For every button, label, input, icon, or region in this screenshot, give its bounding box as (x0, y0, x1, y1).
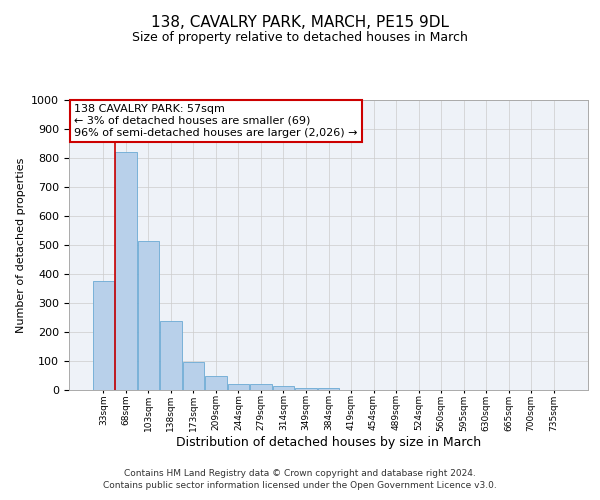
Bar (92, 281, 114, 390)
Bar (115, 152, 137, 390)
Bar (295, 388, 317, 390)
Text: Contains HM Land Registry data © Crown copyright and database right 2024.: Contains HM Land Registry data © Crown c… (124, 470, 476, 478)
Bar (205, 376, 227, 390)
Text: Size of property relative to detached houses in March: Size of property relative to detached ho… (132, 31, 468, 44)
X-axis label: Distribution of detached houses by size in March: Distribution of detached houses by size … (176, 436, 481, 449)
Bar (273, 386, 294, 390)
Bar (250, 384, 272, 390)
Y-axis label: Number of detached properties: Number of detached properties (16, 158, 26, 332)
Text: Contains public sector information licensed under the Open Government Licence v3: Contains public sector information licen… (103, 482, 497, 490)
Bar (160, 322, 182, 390)
Text: 138 CAVALRY PARK: 57sqm
← 3% of detached houses are smaller (69)
96% of semi-det: 138 CAVALRY PARK: 57sqm ← 3% of detached… (74, 104, 358, 138)
Bar (137, 241, 159, 390)
Bar (318, 388, 339, 390)
Bar (182, 362, 204, 390)
Bar (228, 384, 249, 390)
Text: 138, CAVALRY PARK, MARCH, PE15 9DL: 138, CAVALRY PARK, MARCH, PE15 9DL (151, 15, 449, 30)
